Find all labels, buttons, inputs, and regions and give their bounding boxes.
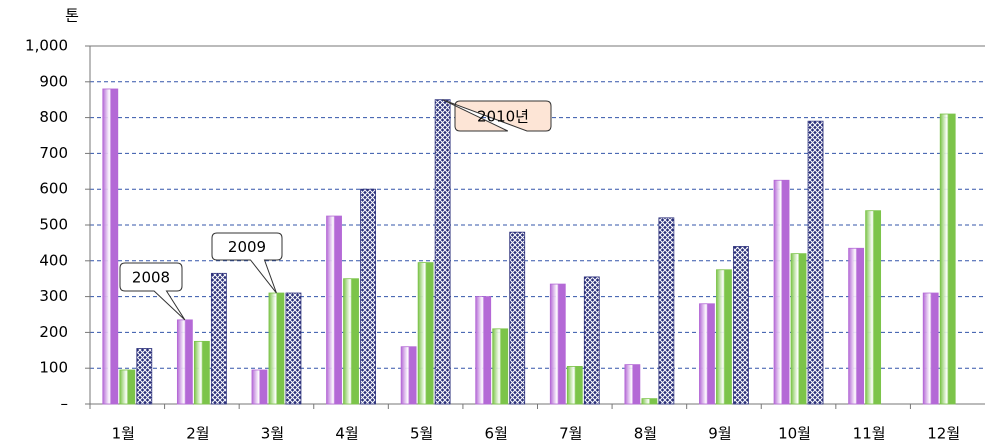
bar	[566, 366, 583, 405]
x-tick-label: 4월	[335, 425, 358, 443]
y-tick-label: 700	[39, 144, 68, 162]
series-label: 2008	[132, 269, 170, 287]
callout	[211, 232, 283, 294]
callout	[119, 262, 186, 321]
x-tick-label: 10월	[778, 425, 811, 443]
callout	[442, 99, 552, 132]
bar	[641, 398, 658, 405]
bar	[136, 348, 153, 405]
y-tick-label: 100	[39, 359, 68, 377]
bar	[848, 247, 865, 405]
bar	[102, 88, 119, 405]
y-tick-label: 800	[39, 108, 68, 126]
x-tick-label: 6월	[485, 425, 508, 443]
x-tick-label: 9월	[708, 425, 731, 443]
y-tick-label: 900	[39, 72, 68, 90]
bar	[716, 269, 732, 405]
bar	[939, 113, 956, 405]
bar	[790, 253, 807, 405]
bar	[285, 292, 302, 405]
bar	[343, 278, 359, 405]
bar	[922, 292, 939, 405]
x-tick-label: 1월	[112, 425, 135, 443]
bar	[119, 369, 136, 405]
y-tick-label: 600	[39, 180, 68, 198]
bar	[549, 283, 566, 405]
y-axis-label: 톤	[65, 7, 79, 25]
bar	[268, 292, 285, 405]
series-label: 2009	[228, 238, 266, 256]
bar	[773, 179, 790, 405]
bar	[251, 369, 268, 405]
bar	[865, 210, 882, 405]
bar	[492, 328, 509, 405]
bar	[193, 340, 210, 405]
bar	[658, 217, 675, 405]
bar	[807, 120, 824, 405]
x-tick-label: 12월	[927, 425, 960, 443]
x-tick-label: 8월	[634, 425, 657, 443]
bar	[699, 303, 715, 405]
x-tick-label: 3월	[261, 425, 284, 443]
bar	[360, 188, 376, 405]
y-tick-label: 1,000	[25, 37, 68, 55]
bar	[400, 346, 417, 405]
series-label: 2010년	[477, 108, 529, 126]
x-tick-label: 5월	[410, 425, 433, 443]
x-tick-label: 2월	[186, 425, 209, 443]
bar	[434, 99, 451, 405]
y-tick-label: 300	[39, 287, 68, 305]
bar	[176, 319, 193, 405]
bar	[326, 215, 342, 405]
bar	[624, 364, 641, 405]
bar	[509, 231, 526, 405]
bar	[733, 246, 749, 405]
x-tick-label: 11월	[853, 425, 886, 443]
x-tick-label: 7월	[559, 425, 582, 443]
bar	[583, 276, 600, 405]
bar	[210, 272, 227, 405]
bar	[417, 262, 434, 405]
y-tick-label: –	[61, 395, 69, 413]
y-tick-label: 500	[39, 216, 68, 234]
y-tick-label: 400	[39, 251, 68, 269]
bar	[475, 296, 492, 405]
y-tick-label: 200	[39, 323, 68, 341]
